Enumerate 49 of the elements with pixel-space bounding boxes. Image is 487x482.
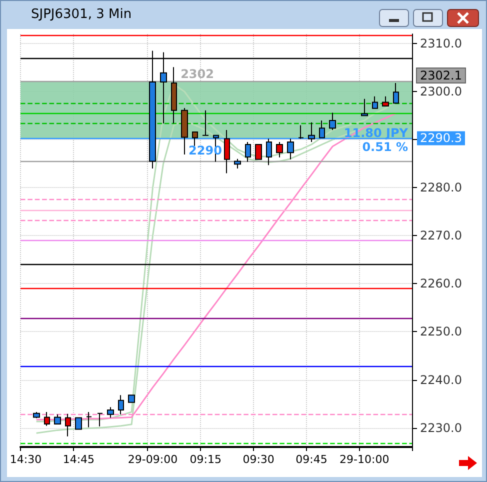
candlestick: [192, 131, 198, 146]
candlestick: [97, 412, 103, 427]
candlestick: [234, 158, 241, 169]
candlestick: [266, 138, 272, 166]
ref-line-label: 2290.3: [420, 131, 462, 146]
candlestick: [171, 66, 177, 124]
candlestick: [372, 96, 378, 109]
x-tick-label: 14:45: [62, 453, 95, 466]
x-tick-label: 14:30: [10, 453, 42, 466]
candlestick: [245, 142, 251, 162]
y-tick-label: 2300.0: [420, 84, 462, 99]
y-tick-label: 2310.0: [420, 36, 462, 51]
y-tick-label: 2280.0: [420, 180, 462, 195]
candlestick: [54, 414, 61, 424]
candlestick: [86, 411, 92, 428]
annotation: 2302: [180, 67, 214, 82]
y-tick-label: 2260.0: [420, 276, 462, 291]
candlestick: [75, 417, 82, 430]
candlestick: [393, 82, 399, 104]
candlestick: [107, 406, 114, 418]
y-tick-label: 2240.0: [420, 372, 462, 387]
candlestick: [308, 122, 315, 143]
candlestick: [329, 112, 336, 131]
ref-line-label: 2302.1: [420, 68, 462, 83]
candlestick: [44, 411, 50, 426]
candlestick: [181, 107, 188, 156]
candlestick: [128, 394, 135, 403]
x-tick-label: 09:15: [190, 453, 222, 466]
chart-title: SJPJ6301, 3 Min: [31, 7, 132, 22]
y-tick-label: 2230.0: [420, 420, 462, 435]
annotation: 0.51 %: [362, 140, 408, 154]
candlestick: [118, 394, 124, 415]
candlestick: [33, 411, 40, 419]
candlestick: [65, 413, 71, 437]
x-tick-label: 29-09:00: [128, 453, 178, 466]
x-tick-label: 09:30: [242, 453, 274, 466]
candlestick: [255, 144, 262, 160]
y-tick-label: 2250.0: [420, 324, 462, 339]
candlestick: [361, 98, 368, 116]
candlestick: [276, 142, 283, 158]
candlestick: [298, 124, 304, 140]
candlestick: [319, 120, 325, 138]
x-tick-label: 29-10:00: [340, 453, 390, 466]
candlestick: [202, 110, 209, 136]
y-tick-label: 2270.0: [420, 228, 462, 243]
candlestick: [224, 130, 230, 174]
x-tick-label: 09:45: [296, 453, 328, 466]
candlestick: [287, 138, 294, 160]
candlestick: [382, 96, 389, 107]
